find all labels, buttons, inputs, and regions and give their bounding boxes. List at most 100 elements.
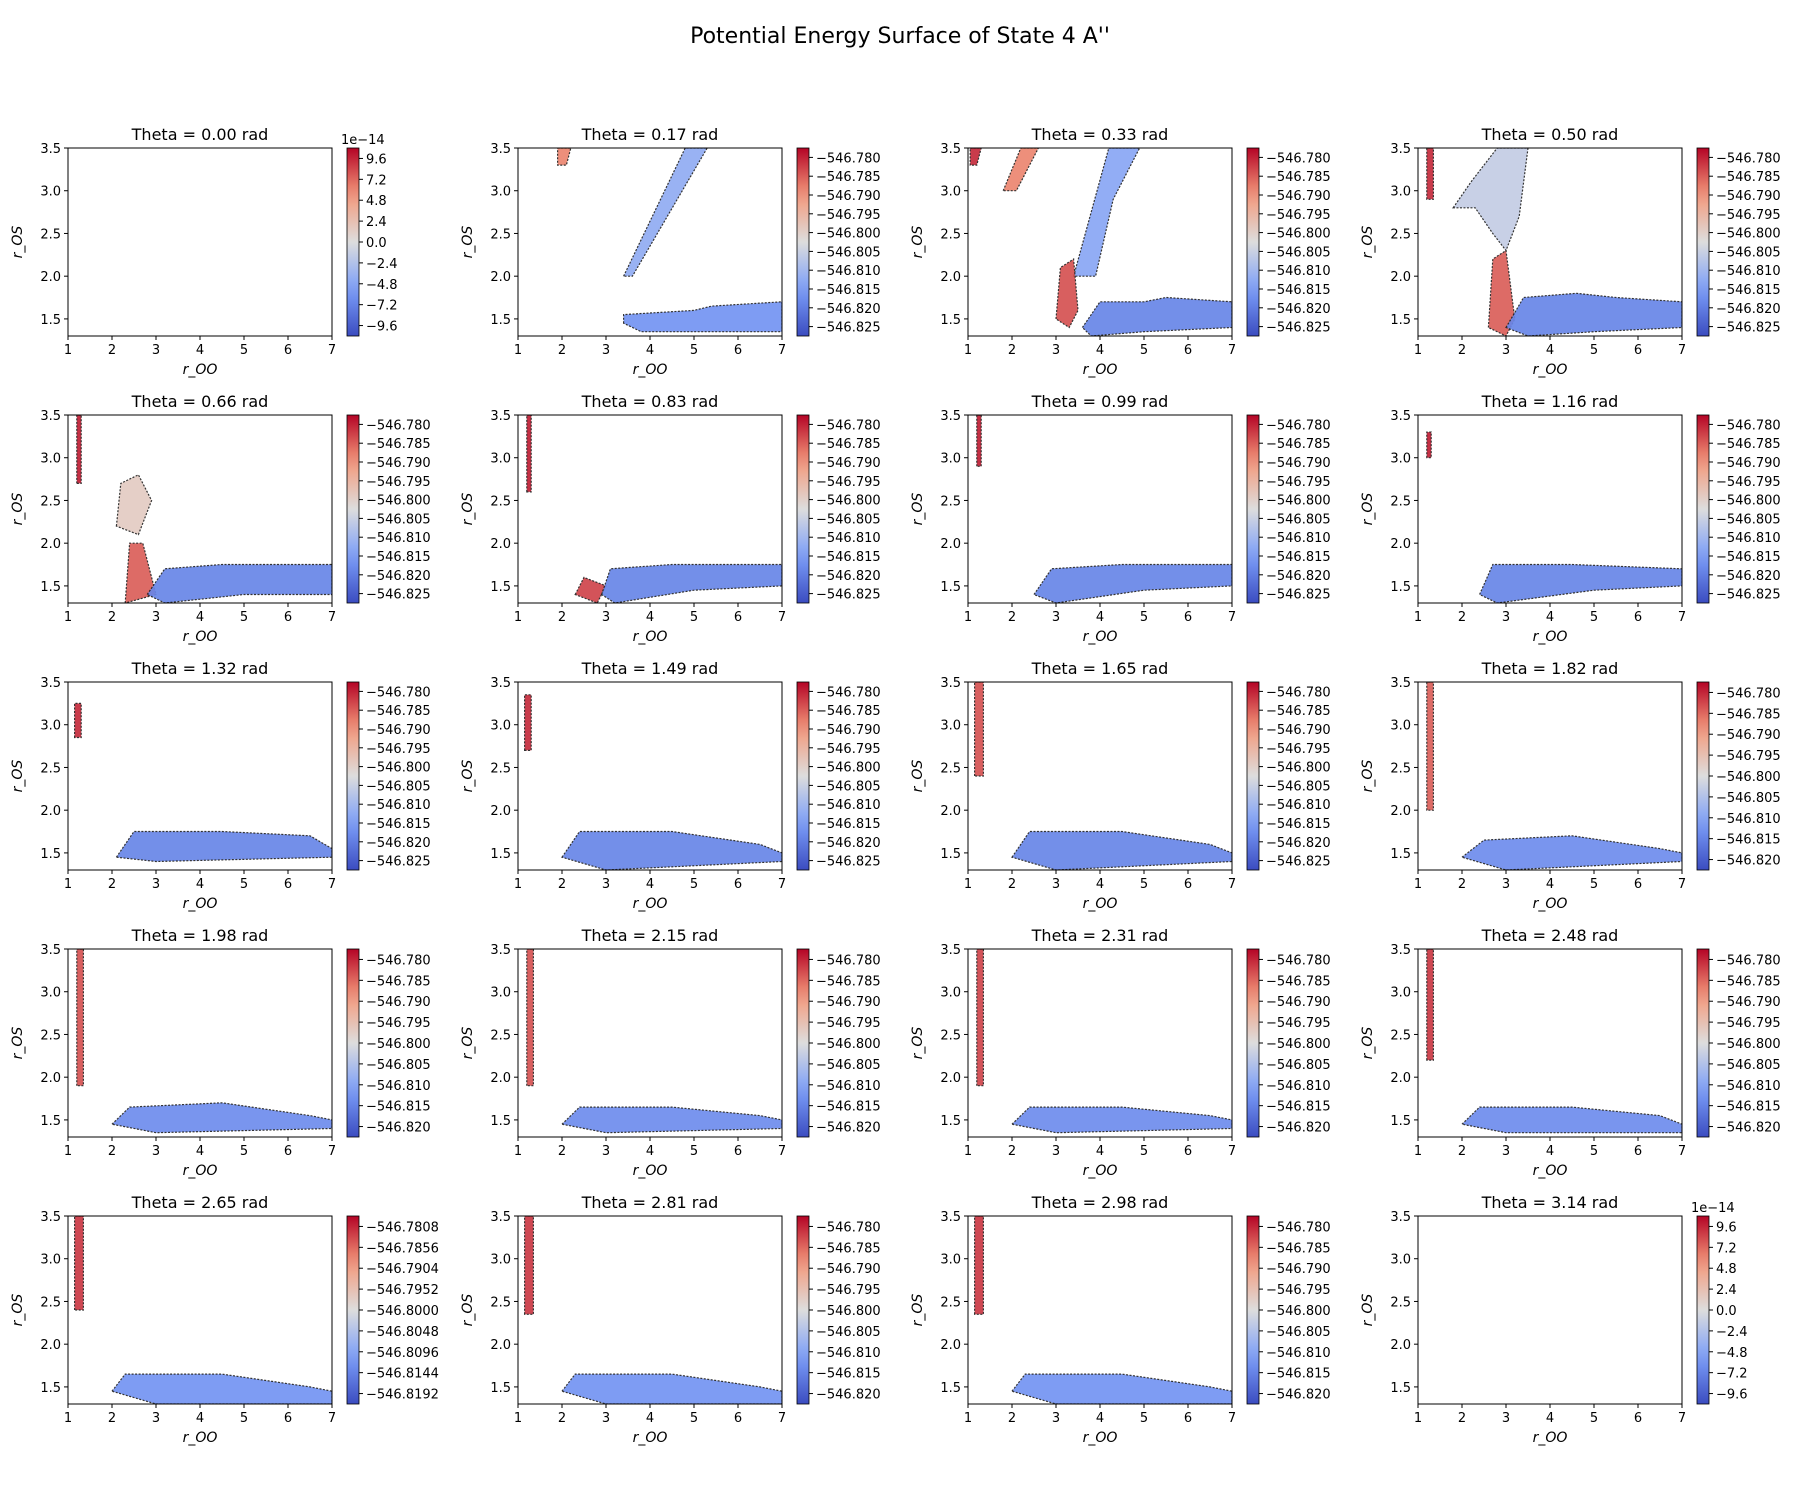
contour-region xyxy=(976,415,982,467)
y-tick-label: 2.0 xyxy=(40,804,61,819)
x-tick-label: 1 xyxy=(514,610,522,625)
colorbar-tick-label: −546.810 xyxy=(366,531,431,546)
y-tick-label: 3.5 xyxy=(940,1210,961,1225)
x-tick-label: 7 xyxy=(328,1144,336,1159)
colorbar-tick-label: −546.800 xyxy=(1716,227,1781,242)
colorbar-tick-label: −546.815 xyxy=(1266,1367,1331,1382)
y-tick-label: 3.5 xyxy=(490,676,511,691)
contour-region xyxy=(1010,1106,1232,1134)
colorbar: −546.780 −546.785 −546.790 −546.795 −546.800… xyxy=(1696,681,1781,871)
x-tick-label: 1 xyxy=(64,610,72,625)
y-tick-label: 1.5 xyxy=(40,1114,61,1129)
colorbar-tick-label: −546.790 xyxy=(1716,456,1781,471)
x-axis-label: r_OO xyxy=(1083,362,1118,378)
y-tick-label: 3.5 xyxy=(1390,142,1411,157)
colorbar-tick-label: −546.780 xyxy=(1266,953,1331,968)
y-axis-label: r_OS xyxy=(460,1294,476,1327)
x-axis-label: r_OO xyxy=(1533,629,1568,645)
colorbar-tick-label: −546.805 xyxy=(816,512,881,527)
x-tick-label: 6 xyxy=(1184,877,1192,892)
colorbar-tick-label: −546.800 xyxy=(1266,1304,1331,1319)
x-tick-label: 4 xyxy=(646,1411,654,1426)
x-tick-label: 5 xyxy=(240,877,248,892)
x-tick-label: 5 xyxy=(690,877,698,892)
x-tick-label: 7 xyxy=(778,343,786,358)
x-tick-label: 1 xyxy=(514,343,522,358)
contour-region xyxy=(526,415,532,493)
x-tick-label: 7 xyxy=(778,610,786,625)
y-axis-label: r_OS xyxy=(910,226,926,259)
y-tick-label: 1.5 xyxy=(490,1114,511,1129)
colorbar-tick-label: −546.780 xyxy=(1716,686,1781,701)
colorbar: −546.780 −546.785 −546.790 −546.795 −546.800… xyxy=(1246,948,1331,1138)
subplot-title: Theta = 1.49 rad xyxy=(581,659,719,678)
subplot-5: Theta = 0.83 rad 1 2 3 4 5 6 7 1.5 2.0 2.5 3.0 3.5 r_… xyxy=(460,392,881,645)
colorbar-tick-label: −546.795 xyxy=(366,475,431,490)
x-axis-label: r_OO xyxy=(1533,1430,1568,1446)
y-tick-label: 2.5 xyxy=(40,761,61,776)
colorbar-tick-label: −546.790 xyxy=(366,456,431,471)
x-tick-label: 4 xyxy=(1096,343,1104,358)
contour-regions xyxy=(976,949,1232,1134)
y-tick-label: 2.5 xyxy=(940,761,961,776)
colorbar-gradient xyxy=(1246,681,1260,871)
y-tick-label: 1.5 xyxy=(40,313,61,328)
x-tick-label: 5 xyxy=(1590,1144,1598,1159)
x-tick-label: 3 xyxy=(602,610,610,625)
colorbar-tick-label: −546.825 xyxy=(1266,321,1331,336)
x-tick-label: 7 xyxy=(1678,343,1686,358)
x-tick-label: 2 xyxy=(108,343,116,358)
x-tick-label: 6 xyxy=(1184,610,1192,625)
y-tick-label: 3.5 xyxy=(1390,943,1411,958)
colorbar-tick-label: −546.795 xyxy=(816,742,881,757)
y-tick-label: 3.0 xyxy=(40,452,61,467)
colorbar-tick-label: −546.780 xyxy=(1266,151,1331,166)
x-tick-label: 1 xyxy=(1414,1144,1422,1159)
colorbar: −546.780 −546.785 −546.790 −546.795 −546.800… xyxy=(1696,948,1781,1138)
colorbar-tick-label: −7.2 xyxy=(1716,1367,1748,1382)
colorbar-tick-label: 0.0 xyxy=(366,236,387,251)
colorbar-tick-label: −546.805 xyxy=(1716,512,1781,527)
y-tick-label: 2.5 xyxy=(490,1295,511,1310)
colorbar-tick-label: −546.800 xyxy=(1266,227,1331,242)
colorbar: −546.780 −546.785 −546.790 −546.795 −546.800… xyxy=(796,414,881,604)
contour-regions xyxy=(973,1216,1232,1404)
colorbar-tick-label: −546.8096 xyxy=(366,1346,439,1361)
colorbar-tick-label: −546.805 xyxy=(1716,791,1781,806)
x-tick-label: 4 xyxy=(1546,610,1554,625)
x-axis-label: r_OO xyxy=(633,629,668,645)
subplot-0: Theta = 0.00 rad 1 2 3 4 5 6 7 1.5 2.0 2.5 3.0 3.5 r_… xyxy=(10,125,398,378)
colorbar-tick-label: −546.815 xyxy=(366,1100,431,1115)
y-tick-label: 3.0 xyxy=(40,719,61,734)
y-tick-label: 2.5 xyxy=(40,1028,61,1043)
y-tick-label: 1.5 xyxy=(940,1381,961,1396)
colorbar-tick-label: −546.780 xyxy=(816,151,881,166)
colorbar: −546.780 −546.785 −546.790 −546.795 −546.800… xyxy=(1696,147,1781,337)
colorbar-tick-label: 2.4 xyxy=(366,215,387,230)
colorbar-tick-label: −546.8000 xyxy=(366,1304,439,1319)
y-tick-label: 3.5 xyxy=(940,943,961,958)
colorbar-tick-label: −546.790 xyxy=(1716,189,1781,204)
y-axis-label: r_OS xyxy=(10,1027,26,1060)
x-tick-label: 7 xyxy=(1678,610,1686,625)
x-axis-label: r_OO xyxy=(1083,1163,1118,1179)
colorbar-tick-label: −546.810 xyxy=(816,798,881,813)
y-axis-label: r_OS xyxy=(910,1027,926,1060)
x-tick-label: 5 xyxy=(1140,877,1148,892)
y-tick-label: 2.0 xyxy=(940,1338,961,1353)
colorbar-tick-label: −546.795 xyxy=(366,1016,431,1031)
y-tick-label: 2.5 xyxy=(490,494,511,509)
colorbar-gradient xyxy=(1696,681,1710,871)
x-tick-label: 7 xyxy=(328,610,336,625)
colorbar-tick-label: −546.815 xyxy=(816,283,881,298)
y-tick-label: 3.5 xyxy=(940,676,961,691)
x-axis-label: r_OO xyxy=(1083,1430,1118,1446)
subplot-title: Theta = 2.65 rad xyxy=(131,1193,269,1212)
y-tick-label: 2.5 xyxy=(940,1295,961,1310)
contour-region xyxy=(110,1102,332,1134)
contour-regions xyxy=(1426,682,1682,870)
colorbar-tick-label: −546.810 xyxy=(366,1079,431,1094)
colorbar-tick-label: −2.4 xyxy=(1716,1325,1748,1340)
colorbar: −546.780 −546.785 −546.790 −546.795 −546.800… xyxy=(1246,147,1331,337)
x-tick-label: 3 xyxy=(152,610,160,625)
